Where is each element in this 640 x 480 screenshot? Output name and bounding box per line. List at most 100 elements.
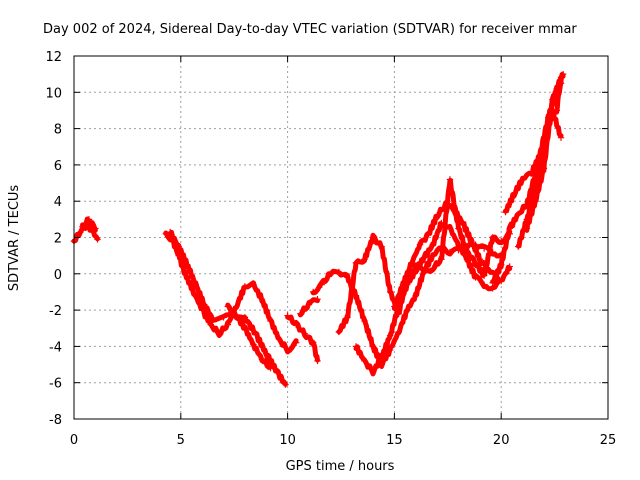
- data-point: [523, 225, 531, 232]
- axis-ticks: 0 5 10 15 20 25 -8 -6 -4 -2 0 2 4 6 8 10 12: [45, 50, 616, 448]
- y-tick-label: -2: [49, 304, 62, 319]
- x-tick-label: 20: [493, 433, 510, 448]
- data-point: [557, 134, 565, 141]
- data-point: [498, 277, 505, 285]
- data-point: [553, 107, 560, 114]
- y-tick-label: 2: [54, 232, 62, 247]
- data-point: [250, 341, 257, 348]
- data-point: [429, 241, 437, 248]
- data-point: [485, 266, 492, 274]
- data-point: [446, 176, 454, 183]
- data-point: [263, 350, 270, 357]
- data-point: [233, 303, 240, 310]
- data-point: [305, 301, 313, 308]
- data-point: [361, 357, 368, 365]
- data-point: [284, 312, 291, 319]
- data-point: [310, 288, 317, 296]
- series-track-2: [79, 216, 99, 233]
- data-point: [224, 321, 231, 328]
- data-point: [92, 225, 99, 232]
- series-track-11: [391, 200, 501, 311]
- data-point: [399, 281, 407, 288]
- y-tick-label: -8: [49, 413, 62, 428]
- data-point: [557, 74, 565, 81]
- data-point: [85, 216, 93, 223]
- data-point: [446, 248, 454, 256]
- data-point: [429, 265, 437, 272]
- series-trace: [391, 200, 500, 311]
- y-tick-label: 4: [54, 195, 62, 210]
- data-point: [241, 314, 249, 321]
- data-point: [459, 219, 466, 227]
- data-point: [421, 254, 428, 261]
- data-point: [386, 288, 394, 296]
- x-tick-label: 5: [177, 433, 185, 448]
- data-point: [258, 355, 266, 363]
- data-point: [166, 228, 174, 236]
- data-point: [455, 241, 462, 248]
- data-point: [79, 223, 86, 230]
- data-point: [408, 259, 415, 267]
- data-point: [519, 176, 526, 183]
- data-point: [395, 328, 402, 336]
- data-point: [369, 234, 377, 241]
- series-trace: [285, 314, 320, 363]
- data-point: [175, 243, 182, 250]
- data-point: [378, 354, 385, 361]
- data-point: [181, 270, 189, 277]
- series-trace: [336, 177, 513, 335]
- data-point: [438, 219, 445, 227]
- data-point: [335, 268, 343, 276]
- data-point: [515, 210, 522, 218]
- data-point: [209, 315, 217, 323]
- data-point: [549, 96, 556, 103]
- y-tick-label: -4: [49, 340, 62, 355]
- x-tick-label: 0: [70, 433, 78, 448]
- data-point: [498, 237, 505, 245]
- data-point: [258, 296, 266, 303]
- data-point: [275, 335, 283, 343]
- data-point: [292, 339, 300, 346]
- data-point: [455, 225, 462, 232]
- data-point: [463, 256, 471, 263]
- y-tick-label: 10: [45, 86, 62, 101]
- data-point: [318, 281, 325, 288]
- data-point: [506, 225, 513, 232]
- data-point: [425, 230, 432, 238]
- data-point: [523, 201, 531, 209]
- data-point: [386, 346, 394, 354]
- data-point: [301, 330, 308, 337]
- data-point: [241, 325, 249, 332]
- x-axis-label: GPS time / hours: [286, 459, 395, 474]
- x-tick-label: 10: [279, 433, 296, 448]
- data-point: [378, 243, 385, 250]
- data-point: [468, 237, 475, 245]
- series-track-6: [284, 312, 321, 365]
- data-point: [267, 317, 274, 325]
- data-point: [446, 225, 454, 232]
- data-point: [344, 314, 351, 321]
- data-point: [327, 270, 334, 277]
- data-point: [451, 207, 458, 214]
- data-point: [77, 228, 84, 236]
- data-point: [250, 281, 257, 288]
- data-point: [480, 272, 488, 279]
- y-tick-label: 8: [54, 123, 62, 138]
- data-point: [190, 288, 197, 296]
- data-point: [412, 266, 419, 274]
- data-point: [480, 281, 488, 288]
- data-point: [352, 343, 360, 350]
- data-point: [273, 368, 281, 376]
- data-point: [369, 343, 377, 350]
- data-point: [282, 381, 289, 388]
- data-point: [386, 332, 394, 339]
- data-point: [361, 256, 368, 263]
- data-point: [540, 165, 548, 172]
- y-tick-label: -6: [49, 377, 62, 392]
- data-point: [361, 317, 368, 325]
- data-point: [510, 190, 518, 198]
- x-tick-label: 15: [386, 433, 403, 448]
- data-point: [216, 330, 223, 337]
- y-tick-label: 12: [45, 50, 62, 65]
